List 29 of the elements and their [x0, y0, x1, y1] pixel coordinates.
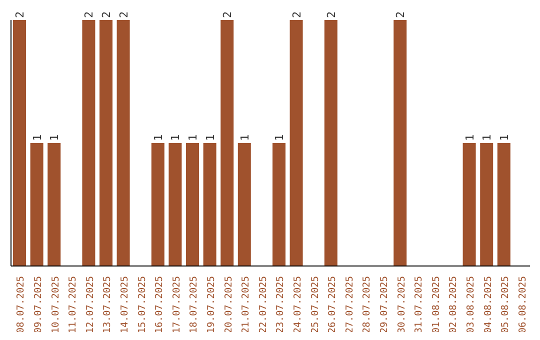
x-tick-label: 10.07.2025 [50, 276, 62, 334]
data-label: 1 [48, 134, 62, 141]
x-tick-label: 19.07.2025 [206, 276, 217, 334]
data-label: 2 [394, 11, 408, 18]
x-tick-label: 13.07.2025 [102, 276, 114, 334]
x-tick-label: 15.07.2025 [136, 276, 148, 334]
data-label: 2 [14, 11, 26, 18]
data-label: 1 [273, 134, 286, 141]
data-label: 1 [186, 134, 200, 141]
data-label: 1 [152, 134, 165, 141]
data-label: 1 [238, 134, 252, 141]
x-tick-label: 11.07.2025 [68, 276, 79, 334]
data-label: 2 [82, 11, 96, 18]
data-label: 1 [204, 134, 217, 141]
data-label: 2 [324, 11, 338, 18]
x-tick-label: 14.07.2025 [119, 276, 130, 334]
data-label: 1 [498, 134, 511, 141]
data-label: 2 [221, 11, 234, 18]
data-label: 2 [100, 11, 113, 18]
data-label: 1 [480, 134, 494, 141]
x-tick-label: 16.07.2025 [154, 276, 166, 334]
data-label: 1 [169, 134, 182, 141]
x-tick-label: 12.07.2025 [84, 276, 96, 334]
data-label: 1 [30, 134, 44, 141]
x-tick-label: 17.07.2025 [171, 276, 182, 334]
data-label: 1 [463, 134, 476, 141]
data-label: 2 [290, 11, 304, 18]
data-label: 2 [117, 11, 130, 18]
x-tick-label: 18.07.2025 [188, 276, 200, 334]
